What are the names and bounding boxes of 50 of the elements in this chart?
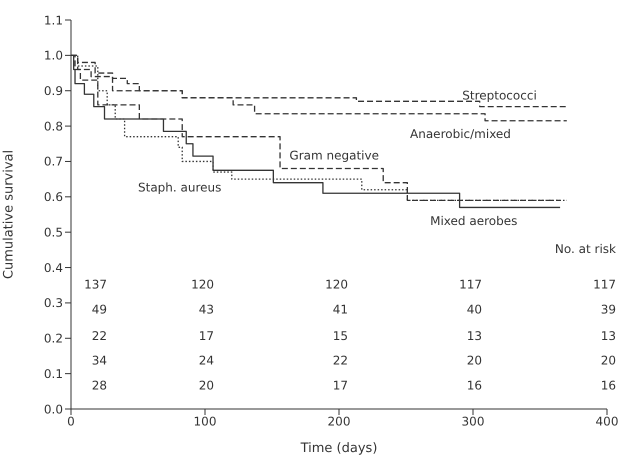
y-tick-label: 0.2: [44, 332, 63, 346]
annotation: 24: [198, 354, 214, 368]
x-axis-title: Time (days): [300, 441, 378, 456]
annotation: 39: [600, 302, 616, 316]
y-tick-label: 0.6: [44, 190, 63, 204]
annotation: 41: [332, 302, 348, 316]
series-label: Anaerobic/mixed: [410, 127, 511, 142]
y-tick-label: 0.4: [44, 260, 63, 275]
annotation: 43: [198, 302, 214, 316]
x-tick-label: 0: [67, 414, 75, 429]
annotation: 120: [325, 278, 348, 292]
y-tick-label: 0.5: [44, 225, 63, 240]
series-label: Mixed aerobes: [430, 214, 518, 228]
annotation: 40: [466, 302, 482, 316]
annotation: 20: [198, 378, 214, 392]
series-label: Staph. aureus: [138, 180, 222, 194]
annotation: 117: [593, 278, 616, 292]
annotation: 17: [198, 328, 214, 343]
annotation: 120: [191, 278, 214, 292]
annotation: 34: [92, 354, 107, 368]
y-tick-label: 0.7: [44, 154, 63, 169]
annotation: 20: [600, 354, 616, 368]
y-tick-label: 0.0: [44, 402, 63, 416]
annotation: No. at risk: [554, 242, 616, 256]
annotation: 22: [332, 354, 348, 368]
x-tick-label: 100: [194, 414, 216, 429]
y-tick-label: 0.3: [44, 296, 63, 310]
series-label: Gram negative: [289, 148, 379, 162]
annotation: 13: [466, 328, 482, 343]
series-label: Streptococci: [462, 88, 537, 102]
x-tick-label: 200: [328, 414, 350, 429]
annotation: 22: [92, 328, 107, 343]
y-tick-label: 0.1: [44, 366, 63, 381]
annotation: 15: [332, 328, 348, 343]
annotation: 13: [600, 328, 616, 343]
annotation: 16: [600, 378, 616, 392]
y-tick-label: 1.0: [44, 48, 63, 63]
annotation: 28: [92, 378, 107, 392]
y-tick-label: 1.1: [44, 13, 63, 28]
annotation: 137: [84, 278, 107, 292]
annotation: 17: [332, 378, 348, 392]
x-tick-label: 400: [596, 414, 618, 429]
annotation: 49: [92, 302, 107, 316]
y-axis-title: Cumulative survival: [2, 150, 17, 280]
annotation: 117: [459, 278, 482, 292]
annotation: 20: [466, 354, 482, 368]
y-tick-label: 0.8: [44, 119, 63, 134]
annotation: 16: [466, 378, 482, 392]
x-tick-label: 300: [462, 414, 484, 429]
y-tick-label: 0.9: [44, 84, 63, 98]
